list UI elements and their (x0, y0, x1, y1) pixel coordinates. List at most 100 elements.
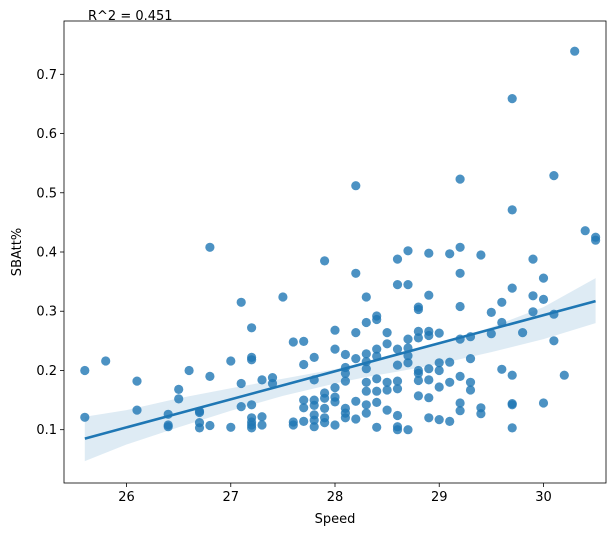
data-point-90 (372, 374, 382, 384)
data-point-134 (434, 382, 444, 392)
data-point-54 (320, 393, 330, 403)
data-point-176 (549, 336, 559, 346)
data-point-108 (403, 246, 413, 256)
data-point-136 (445, 249, 455, 259)
data-point-14 (194, 423, 205, 433)
data-point-174 (549, 171, 559, 181)
data-point-172 (538, 294, 549, 304)
data-point-32 (257, 412, 267, 422)
data-point-168 (528, 254, 538, 264)
data-point-107 (392, 425, 403, 435)
data-point-103 (392, 376, 403, 386)
data-point-100 (392, 280, 403, 290)
data-point-127 (424, 364, 434, 374)
y-axis: 0.1 0.2 0.3 0.4 0.5 0.6 0.7 (36, 68, 64, 438)
data-point-132 (434, 358, 444, 368)
data-point-167 (518, 328, 528, 338)
data-point-25 (247, 355, 257, 365)
data-point-37 (288, 337, 298, 347)
data-point-31 (257, 375, 267, 385)
data-point-43 (299, 403, 309, 413)
data-point-66 (340, 368, 350, 378)
data-point-42 (299, 395, 309, 405)
data-point-78 (361, 317, 371, 328)
data-point-71 (351, 181, 361, 191)
x-tick-label-29: 29 (431, 490, 448, 505)
data-point-139 (445, 416, 455, 426)
data-point-51 (309, 422, 319, 432)
data-point-91 (372, 386, 382, 396)
data-point-138 (445, 377, 455, 387)
data-point-88 (372, 344, 382, 354)
data-point-84 (361, 400, 371, 410)
data-point-81 (361, 364, 371, 374)
data-point-98 (382, 405, 392, 415)
data-point-140 (455, 174, 465, 184)
data-point-137 (445, 357, 455, 367)
y-tick-label-0.7: 0.7 (36, 68, 57, 83)
data-point-133 (434, 365, 444, 376)
data-point-58 (330, 325, 340, 335)
data-point-23 (247, 323, 257, 333)
data-point-99 (392, 254, 403, 264)
data-point-57 (320, 418, 330, 428)
data-point-70 (340, 413, 350, 423)
data-point-147 (455, 406, 465, 416)
data-point-181 (591, 235, 601, 245)
data-point-74 (351, 354, 361, 364)
data-point-160 (507, 94, 517, 104)
data-point-171 (538, 273, 549, 283)
y-tick-label-0.2: 0.2 (36, 364, 57, 379)
data-point-169 (528, 291, 538, 301)
data-point-10 (184, 365, 194, 376)
data-point-16 (205, 371, 215, 381)
data-point-129 (424, 393, 434, 403)
data-point-76 (351, 414, 361, 424)
data-point-149 (465, 354, 476, 364)
y-tick-label-0.3: 0.3 (36, 305, 57, 320)
data-point-131 (434, 328, 444, 338)
data-point-156 (486, 329, 496, 339)
data-point-96 (382, 377, 392, 387)
data-point-124 (424, 290, 434, 300)
data-point-4 (132, 405, 142, 415)
data-point-21 (236, 378, 246, 389)
data-point-48 (309, 400, 319, 410)
data-point-44 (299, 416, 309, 426)
data-point-87 (372, 314, 382, 325)
y-tick-label-0.5: 0.5 (36, 186, 57, 201)
data-point-128 (424, 375, 434, 385)
data-point-40 (299, 336, 309, 346)
data-point-162 (507, 283, 517, 293)
data-point-94 (382, 328, 392, 338)
data-point-113 (403, 358, 413, 368)
data-point-79 (361, 349, 371, 359)
x-tick-label-28: 28 (327, 490, 344, 505)
data-point-110 (403, 334, 413, 344)
data-point-146 (455, 398, 465, 408)
data-point-120 (413, 368, 423, 378)
data-point-93 (372, 422, 382, 432)
data-point-7 (163, 422, 173, 432)
data-point-59 (330, 344, 340, 354)
data-point-19 (226, 422, 236, 432)
data-point-135 (434, 415, 444, 425)
y-axis-label: SBAtt% (10, 228, 25, 276)
data-point-123 (424, 248, 434, 258)
regression-line (84, 299, 596, 440)
data-point-142 (455, 268, 465, 278)
data-point-150 (465, 377, 476, 387)
data-point-41 (299, 359, 309, 370)
data-point-2 (101, 356, 111, 366)
data-point-64 (340, 349, 350, 360)
data-point-121 (413, 375, 423, 386)
y-tick-label-0.1: 0.1 (36, 423, 57, 438)
data-point-104 (392, 384, 403, 394)
x-axis-label: Speed (315, 512, 356, 527)
data-point-0 (80, 365, 90, 376)
data-point-85 (361, 408, 371, 418)
data-point-178 (570, 46, 580, 56)
data-point-39 (288, 420, 298, 430)
data-point-109 (403, 280, 413, 290)
